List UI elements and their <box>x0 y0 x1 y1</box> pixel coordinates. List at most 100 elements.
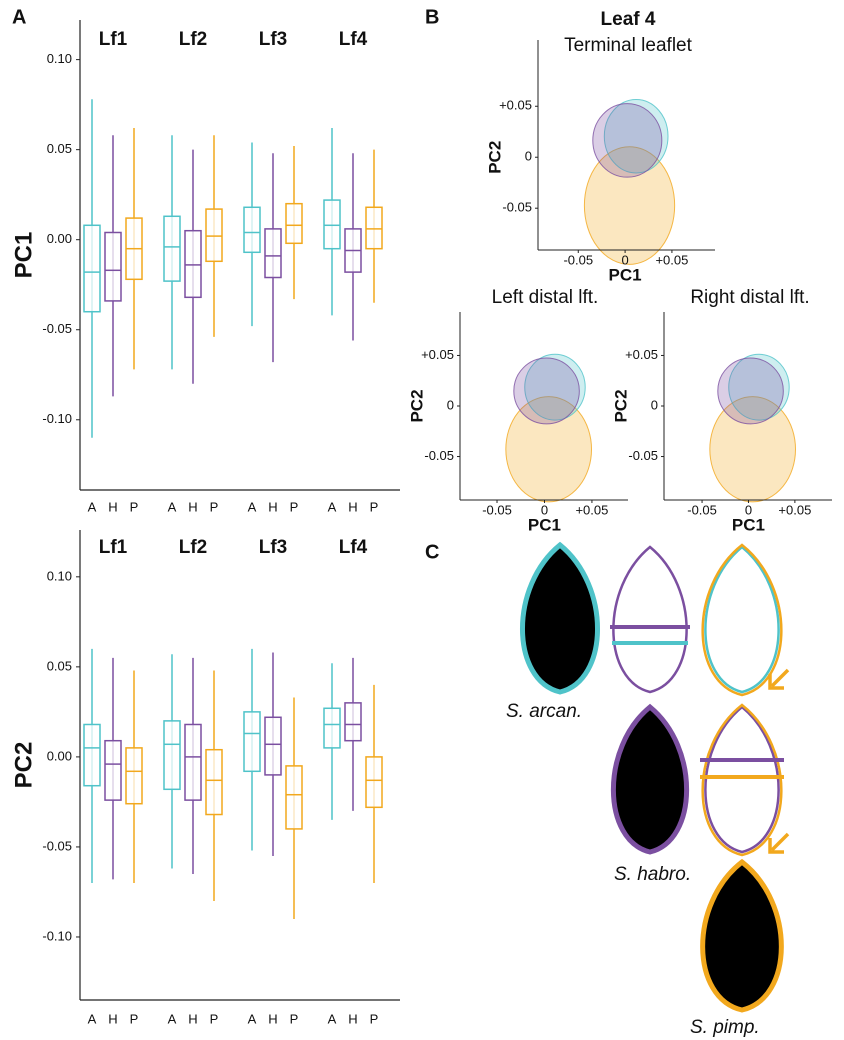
group-label: Lf1 <box>99 537 128 558</box>
arrow <box>768 832 790 854</box>
box <box>285 765 303 830</box>
group-label: Lf3 <box>259 537 288 558</box>
x-tick-label: P <box>290 499 299 514</box>
x-tick-label: A <box>248 499 257 514</box>
y-tick-label: -0.05 <box>628 448 658 463</box>
x-tick-label: P <box>370 499 379 514</box>
box <box>104 231 122 302</box>
x-tick-label: 0 <box>541 502 548 517</box>
x-tick-label: +0.05 <box>575 502 608 517</box>
x-tick-label: 0 <box>621 252 628 267</box>
y-tick-label: -0.10 <box>42 411 72 426</box>
x-tick-label: H <box>108 1011 117 1026</box>
x-tick-label: P <box>210 499 219 514</box>
y-tick-label: -0.10 <box>42 928 72 943</box>
group-label: Lf2 <box>179 29 208 50</box>
x-tick-label: 0 <box>745 502 752 517</box>
box <box>83 723 101 787</box>
x-tick-label: A <box>248 1011 257 1026</box>
x-tick-label: P <box>130 1011 139 1026</box>
x-tick-label: H <box>268 499 277 514</box>
leaf-outline <box>520 541 600 695</box>
box <box>365 756 383 809</box>
y-axis-label: PC1 <box>10 232 37 279</box>
x-tick-label: H <box>188 1011 197 1026</box>
species-label: S. arcan. <box>506 701 582 722</box>
y-tick-label: +0.05 <box>625 347 658 362</box>
leaf-outline <box>704 705 780 854</box>
x-tick-label: H <box>268 1011 277 1026</box>
x-tick-label: P <box>210 1011 219 1026</box>
x-tick-label: A <box>88 499 97 514</box>
density-cloud <box>583 146 676 265</box>
density-cloud <box>505 396 593 503</box>
leaf-outline <box>611 703 689 855</box>
density-cloud <box>603 98 669 174</box>
box <box>323 199 341 250</box>
y-tick-label: -0.05 <box>42 838 72 853</box>
y-tick-label: 0.10 <box>47 568 72 583</box>
group-label: Lf2 <box>179 537 208 558</box>
y-axis-label: PC2 <box>485 141 504 174</box>
chart-title: Leaf 4 <box>601 9 656 30</box>
x-tick-label: H <box>108 499 117 514</box>
density-cloud <box>592 103 663 178</box>
box <box>205 748 223 816</box>
y-axis-label: PC2 <box>407 389 426 422</box>
y-tick-label: +0.05 <box>499 98 532 113</box>
leaf-outline <box>612 545 688 694</box>
x-tick-label: A <box>168 499 177 514</box>
box <box>163 215 181 282</box>
x-tick-label: -0.05 <box>687 502 717 517</box>
box <box>163 720 181 791</box>
y-tick-label: 0.05 <box>47 658 72 673</box>
y-tick-label: -0.05 <box>424 448 454 463</box>
x-tick-label: P <box>290 1011 299 1026</box>
box <box>104 739 122 801</box>
leaf-outline <box>700 858 784 1013</box>
y-tick-label: +0.05 <box>421 347 454 362</box>
y-tick-label: 0.00 <box>47 748 72 763</box>
box <box>323 707 341 749</box>
box <box>285 202 303 245</box>
chart-subtitle: Terminal leaflet <box>564 35 692 56</box>
box <box>205 208 223 263</box>
species-label: S. pimp. <box>690 1017 760 1038</box>
x-tick-label: A <box>168 1011 177 1026</box>
panel-label: B <box>425 6 439 28</box>
leaf-outlines <box>520 541 790 1013</box>
y-tick-label: 0 <box>447 397 454 412</box>
group-label: Lf3 <box>259 29 288 50</box>
box <box>365 206 383 250</box>
leaf-outline <box>701 543 783 697</box>
chart-title: Left distal lft. <box>492 287 599 308</box>
box <box>243 711 261 773</box>
x-tick-label: H <box>348 499 357 514</box>
y-tick-label: 0.05 <box>47 141 72 156</box>
species-label: S. habro. <box>614 864 691 885</box>
panel-label: A <box>12 6 26 28</box>
chart-title: Right distal lft. <box>690 287 809 308</box>
density-cloud <box>709 396 797 503</box>
box <box>184 229 202 299</box>
box <box>264 228 282 279</box>
arrow <box>768 668 790 690</box>
box <box>243 206 261 254</box>
y-axis-label: PC2 <box>611 389 630 422</box>
box <box>264 716 282 776</box>
group-label: Lf4 <box>339 537 368 558</box>
group-label: Lf4 <box>339 29 368 50</box>
density-cloud <box>524 353 586 421</box>
x-tick-label: -0.05 <box>563 252 593 267</box>
y-axis-label: PC2 <box>10 742 37 789</box>
y-tick-label: -0.05 <box>502 200 532 215</box>
leaf-outline <box>701 703 783 857</box>
x-tick-label: P <box>130 499 139 514</box>
y-tick-label: 0 <box>525 149 532 164</box>
box <box>344 702 362 742</box>
x-tick-label: P <box>370 1011 379 1026</box>
x-axis-label: PC1 <box>732 515 765 534</box>
group-label: Lf1 <box>99 29 128 50</box>
box <box>83 224 101 313</box>
